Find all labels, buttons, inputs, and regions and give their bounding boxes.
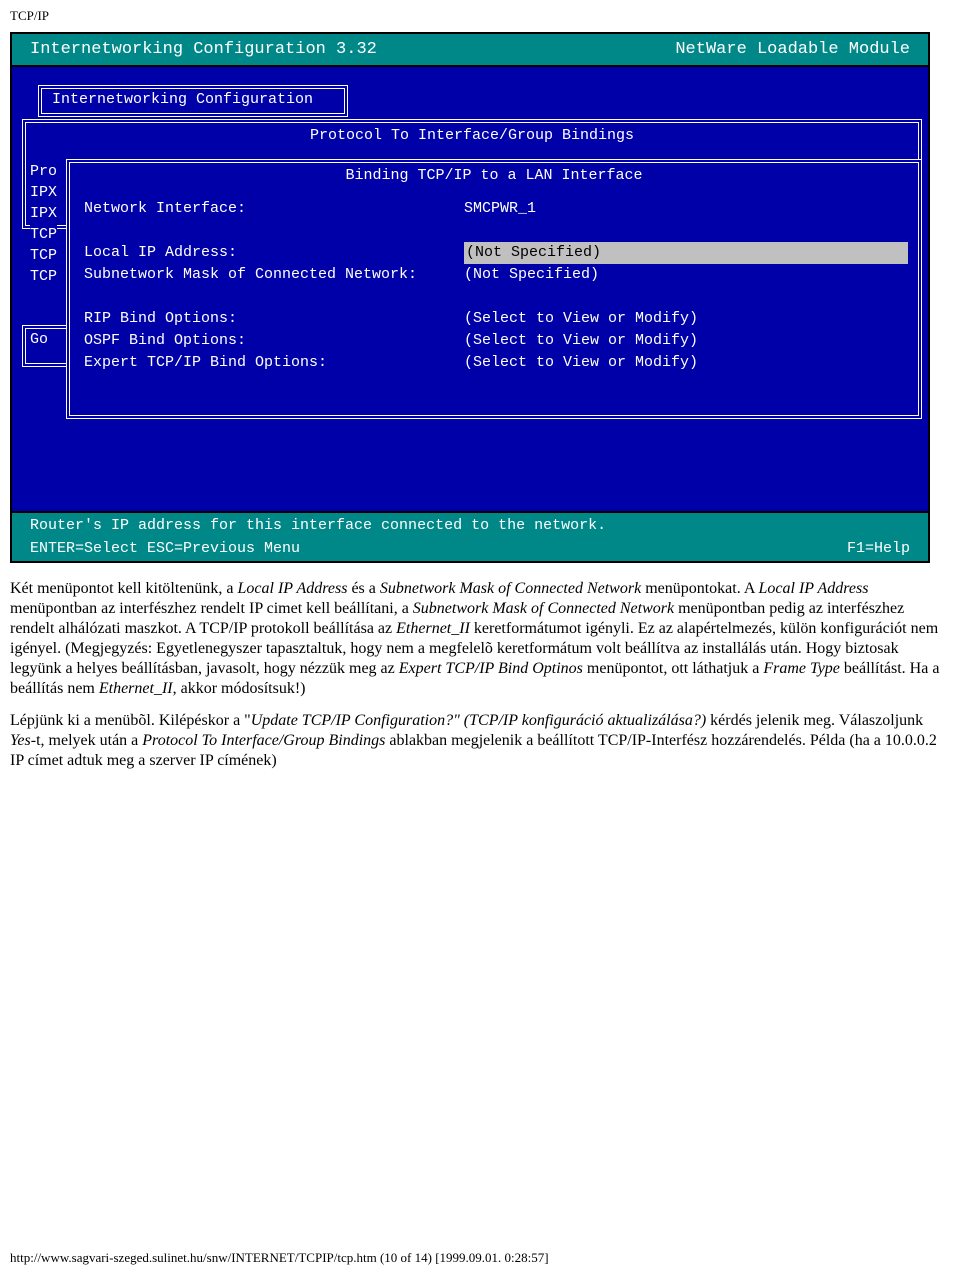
- document-text: Két menüpontot kell kitöltenünk, a Local…: [0, 573, 960, 793]
- value-network-interface: SMCPWR_1: [464, 198, 904, 220]
- tui-screenshot: Internetworking Configuration 3.32 NetWa…: [10, 32, 930, 563]
- value-expert: (Select to View or Modify): [464, 352, 904, 374]
- form-row-subnet-mask[interactable]: Subnetwork Mask of Connected Network: (N…: [84, 264, 904, 286]
- status-keys-right: F1=Help: [847, 540, 910, 557]
- box3-title: Binding TCP/IP to a LAN Interface: [84, 167, 904, 184]
- go-label: Go: [30, 331, 48, 348]
- form-row-ospf[interactable]: OSPF Bind Options: (Select to View or Mo…: [84, 330, 904, 352]
- label-expert: Expert TCP/IP Bind Options:: [84, 352, 464, 374]
- paragraph-2: Lépjünk ki a menübõl. Kilépéskor a "Upda…: [10, 711, 950, 771]
- titlebar: Internetworking Configuration 3.32 NetWa…: [12, 34, 928, 67]
- form-row-spacer: [84, 286, 904, 308]
- title-left: Internetworking Configuration 3.32: [30, 40, 377, 59]
- tui-body: Internetworking Configuration Protocol T…: [12, 67, 928, 511]
- value-ospf: (Select to View or Modify): [464, 330, 904, 352]
- left-item: TCP: [30, 224, 57, 245]
- left-item: IPX: [30, 203, 57, 224]
- box-internetworking-config: Internetworking Configuration: [38, 85, 348, 117]
- status-hint: Router's IP address for this interface c…: [12, 513, 928, 538]
- box2-title: Protocol To Interface/Group Bindings: [310, 127, 634, 144]
- left-column: Pro IPX IPX TCP TCP TCP: [30, 161, 57, 287]
- left-item: IPX: [30, 182, 57, 203]
- left-item: TCP: [30, 245, 57, 266]
- statusbar: Router's IP address for this interface c…: [12, 511, 928, 561]
- label-network-interface: Network Interface:: [84, 198, 464, 220]
- form-row-spacer: [84, 220, 904, 242]
- form-row-local-ip[interactable]: Local IP Address: (Not Specified): [84, 242, 904, 264]
- label-subnet-mask: Subnetwork Mask of Connected Network:: [84, 264, 464, 286]
- page-footer: http://www.sagvari-szeged.sulinet.hu/snw…: [0, 1240, 559, 1276]
- label-local-ip: Local IP Address:: [84, 242, 464, 264]
- form-row-rip[interactable]: RIP Bind Options: (Select to View or Mod…: [84, 308, 904, 330]
- form-row-expert[interactable]: Expert TCP/IP Bind Options: (Select to V…: [84, 352, 904, 374]
- form-row-network-interface[interactable]: Network Interface: SMCPWR_1: [84, 198, 904, 220]
- title-right: NetWare Loadable Module: [675, 40, 910, 59]
- left-item: Pro: [30, 161, 57, 182]
- page-header: TCP/IP: [0, 0, 960, 28]
- left-item: TCP: [30, 266, 57, 287]
- paragraph-1: Két menüpontot kell kitöltenünk, a Local…: [10, 579, 950, 699]
- label-ospf: OSPF Bind Options:: [84, 330, 464, 352]
- label-rip: RIP Bind Options:: [84, 308, 464, 330]
- box-binding-form: Binding TCP/IP to a LAN Interface Networ…: [66, 159, 922, 419]
- value-subnet-mask: (Not Specified): [464, 264, 904, 286]
- value-local-ip[interactable]: (Not Specified): [464, 242, 904, 264]
- value-rip: (Select to View or Modify): [464, 308, 904, 330]
- status-keys-left: ENTER=Select ESC=Previous Menu: [30, 540, 300, 557]
- box1-title: Internetworking Configuration: [52, 91, 313, 108]
